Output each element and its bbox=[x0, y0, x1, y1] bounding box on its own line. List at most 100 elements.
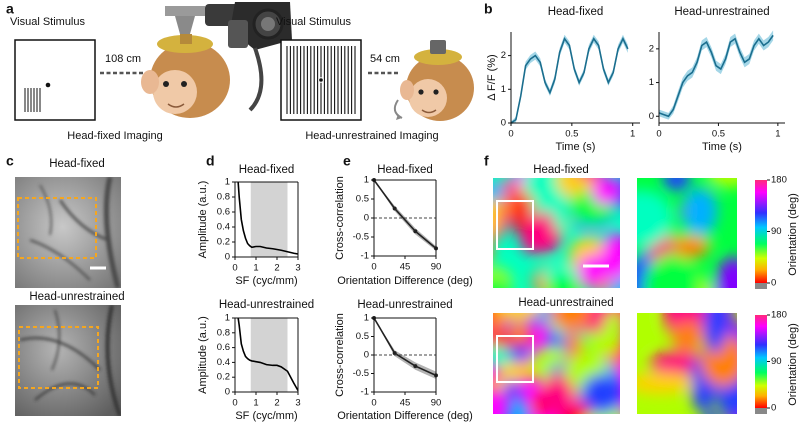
y-tick-label: 0 bbox=[364, 213, 369, 224]
y-tick-label: 1 bbox=[225, 313, 230, 324]
fixation-dot bbox=[45, 82, 51, 88]
x-tick-label: 1 bbox=[630, 129, 635, 140]
map-blob bbox=[580, 373, 620, 414]
panel-label: f bbox=[484, 153, 489, 169]
panel-label: c bbox=[6, 153, 14, 169]
map-blob bbox=[537, 345, 567, 367]
colorbar-tick-label: 180 bbox=[771, 175, 787, 186]
y-tick-label: 1 bbox=[225, 177, 230, 188]
y-tick-label: -1 bbox=[361, 251, 369, 262]
x-tick-label: 1 bbox=[775, 129, 780, 140]
map-blob bbox=[591, 178, 619, 206]
x-tick-label: 0 bbox=[232, 263, 237, 274]
orientation-map bbox=[637, 313, 737, 414]
y-tick-label: 0.2 bbox=[217, 372, 230, 383]
x-tick-label: 1 bbox=[253, 263, 258, 274]
x-axis-label: Time (s) bbox=[702, 141, 742, 153]
roi-box bbox=[17, 197, 97, 259]
distance-label: 108 cm bbox=[105, 53, 141, 65]
x-tick-label: 0 bbox=[508, 129, 513, 140]
panel-label: e bbox=[343, 153, 351, 169]
data-line bbox=[237, 181, 299, 255]
map-blob bbox=[637, 189, 673, 248]
colorbar-label: Orientation (deg) bbox=[787, 323, 799, 406]
error-band bbox=[374, 318, 436, 380]
grating bbox=[24, 88, 41, 112]
map-blob bbox=[577, 254, 610, 285]
orientation-maps bbox=[493, 178, 737, 414]
y-tick-label: 1 bbox=[364, 313, 369, 324]
x-tick-label: 0.5 bbox=[712, 129, 725, 140]
map-blob bbox=[493, 313, 506, 334]
map-blob bbox=[552, 185, 569, 233]
x-tick-label: 45 bbox=[400, 262, 411, 273]
distance-label: 54 cm bbox=[370, 53, 400, 65]
y-tick-label: 0 bbox=[225, 387, 230, 398]
map-blob bbox=[707, 178, 737, 188]
error-band bbox=[659, 30, 774, 120]
data-line bbox=[373, 317, 437, 377]
y-tick-label: 0.6 bbox=[217, 342, 230, 353]
colorbar bbox=[755, 180, 767, 283]
data-point bbox=[413, 229, 418, 234]
y-tick-label: -1 bbox=[361, 387, 369, 398]
cortex-image bbox=[15, 177, 121, 288]
colorbar-tick-label: 0 bbox=[771, 278, 776, 289]
y-tick-label: -0.5 bbox=[353, 232, 369, 243]
y-axis-label: Amplitude (a.u.) bbox=[197, 316, 209, 394]
panel-label: b bbox=[484, 1, 493, 17]
chart-title: Head-fixed bbox=[239, 164, 295, 176]
y-tick-label: 0 bbox=[225, 252, 230, 263]
y-tick-label: 1 bbox=[649, 77, 654, 88]
colorbar-label: Orientation (deg) bbox=[787, 193, 799, 276]
map-blobs bbox=[637, 313, 737, 414]
y-axis-label: Cross-correlation bbox=[334, 176, 346, 260]
map-blob bbox=[671, 236, 710, 258]
data-line bbox=[237, 317, 299, 391]
x-tick-label: 45 bbox=[400, 398, 411, 409]
error-band bbox=[374, 180, 436, 251]
chart: 0 0.5 1 0 1 2 Head-fixed Time (s) Δ F/F (%) bbox=[486, 6, 640, 153]
cortex-image bbox=[15, 305, 121, 416]
colorbar-tick-label: 90 bbox=[771, 356, 782, 367]
map-blob bbox=[637, 372, 695, 395]
y-tick-label: -0.5 bbox=[353, 368, 369, 379]
map-blob bbox=[585, 332, 615, 357]
monkey-head-unrestrained bbox=[400, 40, 474, 121]
y-tick-label: 0.4 bbox=[217, 222, 230, 233]
y-tick-label: 0.5 bbox=[356, 194, 369, 205]
map-blob bbox=[493, 201, 500, 236]
chart-title: Head-unrestrained bbox=[674, 6, 769, 18]
y-tick-label: 0.8 bbox=[217, 327, 230, 338]
microscope bbox=[205, 2, 292, 112]
orientation-map bbox=[493, 178, 620, 288]
y-tick-label: 0 bbox=[364, 350, 369, 361]
colorbar-tick-label: 180 bbox=[771, 310, 787, 321]
map-blob bbox=[539, 374, 575, 414]
y-tick-label: 0.4 bbox=[217, 357, 230, 368]
colorbar-undefined bbox=[755, 283, 767, 289]
x-tick-label: 0.5 bbox=[565, 129, 578, 140]
y-tick-label: 0.6 bbox=[217, 207, 230, 218]
fixation-dot bbox=[318, 77, 324, 83]
x-axis-label: Orientation Difference (deg) bbox=[337, 410, 473, 422]
panel-label: d bbox=[206, 153, 215, 169]
panel-label: a bbox=[6, 1, 14, 17]
chart-title: Head-unrestrained bbox=[357, 299, 452, 311]
x-tick-label: 2 bbox=[274, 398, 279, 409]
x-tick-label: 2 bbox=[274, 263, 279, 274]
x-axis-label: SF (cyc/mm) bbox=[235, 275, 297, 287]
x-tick-label: 0 bbox=[656, 129, 661, 140]
stimulus-label: Visual Stimulus bbox=[10, 16, 85, 28]
map-blob bbox=[493, 276, 510, 288]
map-blobs bbox=[493, 313, 620, 414]
map-blob bbox=[546, 275, 580, 288]
chart: 0 0.5 1 0 1 2 Head-unrestrained Time (s) bbox=[649, 6, 785, 153]
colorbar bbox=[755, 315, 767, 408]
stimulus-label: Visual Stimulus bbox=[276, 16, 351, 28]
image-title: Head-unrestrained bbox=[29, 291, 124, 303]
map-blob bbox=[498, 361, 535, 382]
map-blob bbox=[662, 178, 691, 191]
